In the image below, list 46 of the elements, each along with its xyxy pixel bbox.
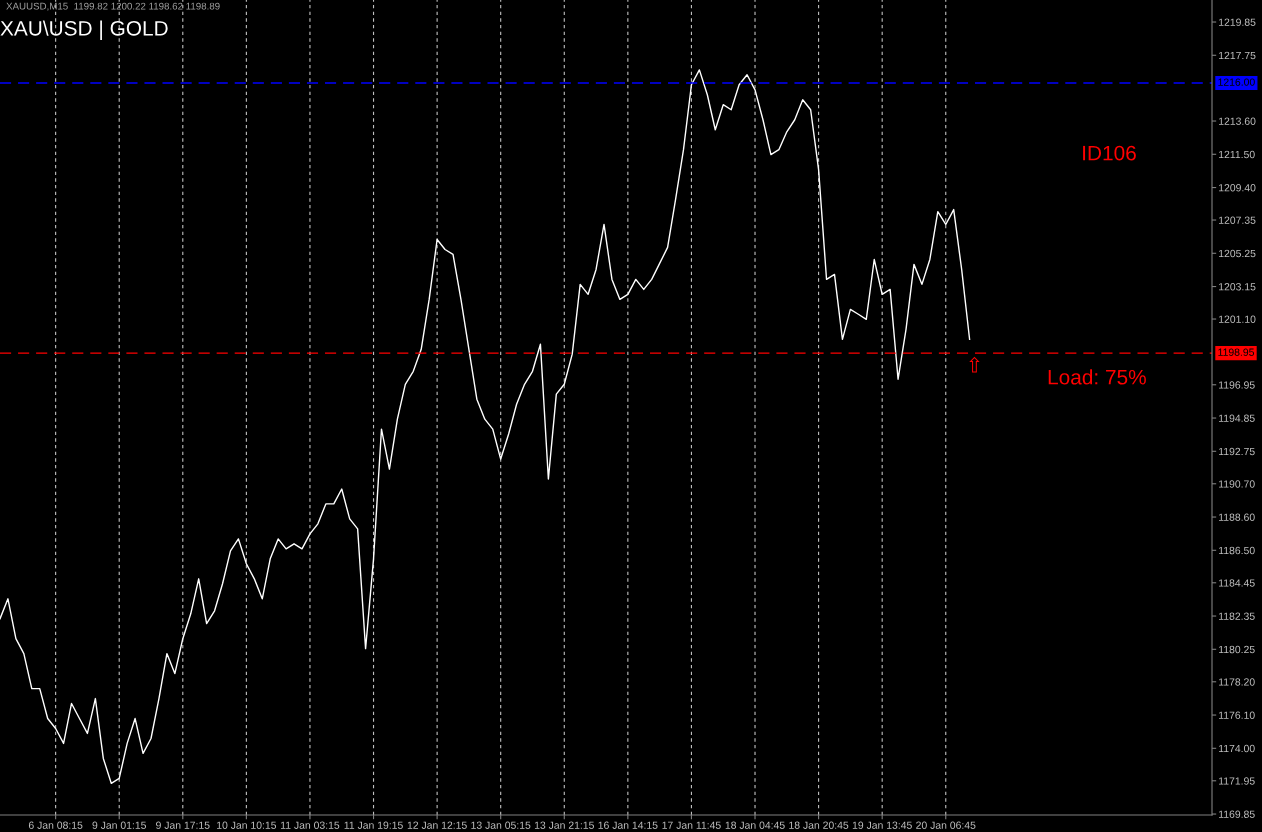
y-tick-label: 1171.95 <box>1219 777 1255 785</box>
y-tick-label: 1213.60 <box>1219 117 1256 125</box>
x-tick-label: 10 Jan 10:15 <box>217 821 277 829</box>
y-tick-label: 1209.40 <box>1219 184 1256 192</box>
y-tick-label: 1203.15 <box>1219 283 1256 291</box>
x-tick-label: 12 Jan 12:15 <box>407 821 467 829</box>
y-tick-label: 1190.70 <box>1219 480 1255 488</box>
x-tick-label: 18 Jan 20:45 <box>789 821 849 829</box>
text: Load: 75% <box>1048 369 1146 385</box>
y-tick-label: 1196.95 <box>1219 381 1255 389</box>
y-tick-label: 1178.20 <box>1219 678 1255 686</box>
x-tick-label: 16 Jan 14:15 <box>598 821 658 829</box>
y-tick-label: 1219.85 <box>1219 18 1256 26</box>
y-tick-label: 1207.35 <box>1219 216 1256 224</box>
y-tick-label: 1186.50 <box>1219 546 1255 555</box>
x-tick-label: 11 Jan 19:15 <box>344 821 403 829</box>
y-tick-label: 1174.00 <box>1219 744 1255 753</box>
y-tick-label: 1201.10 <box>1219 315 1256 323</box>
y-tick-label: 1192.75 <box>1219 447 1255 456</box>
x-tick-label: 17 Jan 11:45 <box>662 821 721 829</box>
y-tick-label: 1211.50 <box>1219 150 1255 159</box>
annotation: ⇧ <box>969 356 980 373</box>
y-tick-label: 1180.25 <box>1219 645 1255 654</box>
x-tick-label: 11 Jan 03:15 <box>281 821 340 829</box>
x-tick-label: 19 Jan 13:45 <box>852 821 912 829</box>
y-tick-label: 1176.10 <box>1219 711 1255 719</box>
x-tick-label: 9 Jan 01:15 <box>92 821 146 829</box>
y-tick-label: 1169.85 <box>1219 810 1255 818</box>
ref-line-label: 1216.00 <box>1218 78 1255 86</box>
x-tick-label: 13 Jan 05:15 <box>471 821 531 829</box>
y-tick-label: 1184.45 <box>1219 579 1255 587</box>
x-tick-label: 18 Jan 04:45 <box>725 821 785 829</box>
ref-line-label: 1198.95 <box>1218 348 1254 356</box>
x-tick-label: 13 Jan 21:15 <box>534 821 594 829</box>
line-series <box>0 69 971 785</box>
x-tick-label: 6 Jan 08:15 <box>28 821 83 829</box>
y-tick-label: 1188.60 <box>1219 513 1255 521</box>
y-tick-label: 1194.85 <box>1219 414 1255 422</box>
text: ID106 <box>1083 145 1136 161</box>
x-tick-label: 9 Jan 17:15 <box>156 821 210 829</box>
annotation: XAUUSD,M15 1199.82 1200.22 1198.62 1198.89 <box>6 2 220 11</box>
x-tick-label: 20 Jan 06:45 <box>916 821 976 829</box>
y-tick-label: 1205.25 <box>1219 249 1256 258</box>
y-tick-label: 1182.35 <box>1219 612 1255 620</box>
y-tick-label: 1217.75 <box>1219 51 1256 60</box>
annotation: XAU\USD | GOLD <box>0 20 168 40</box>
